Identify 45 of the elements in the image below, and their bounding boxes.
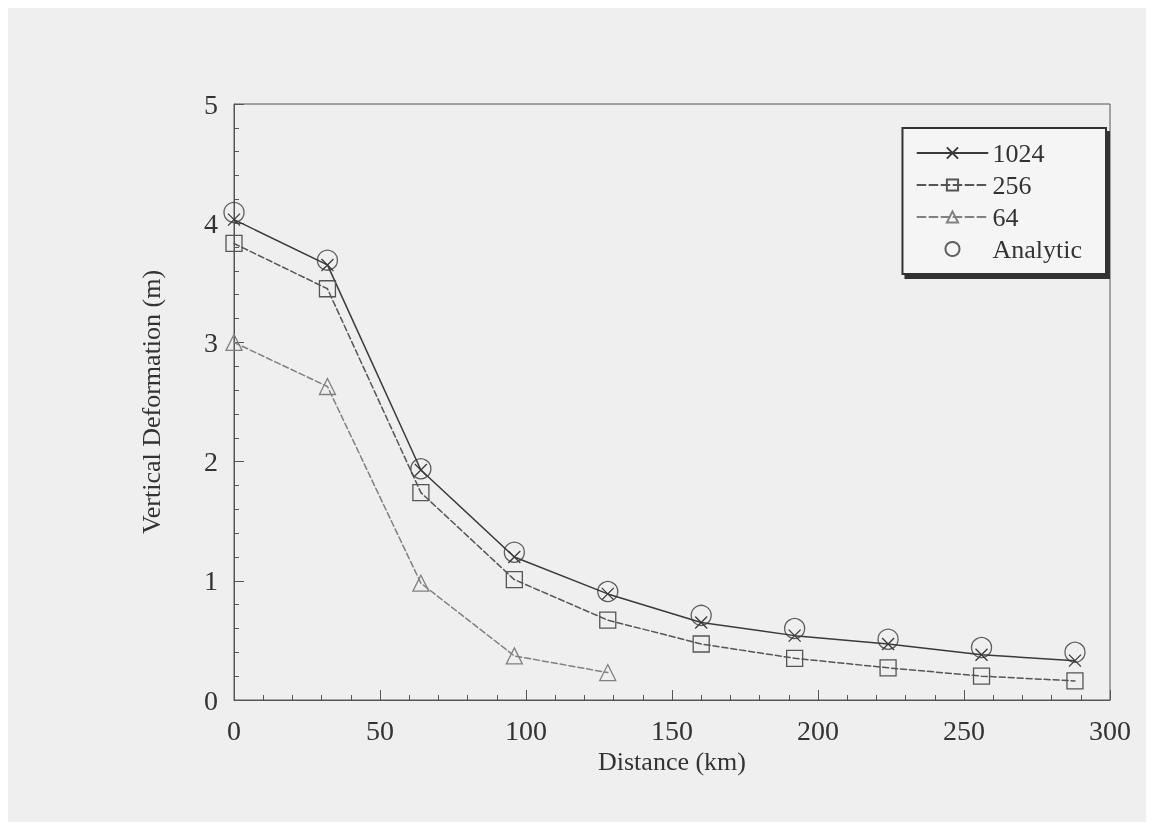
point <box>784 617 806 640</box>
x-tick-label: 300 <box>1089 714 1131 746</box>
point <box>316 249 339 271</box>
x-tick-label: 200 <box>797 714 839 746</box>
x-tick-label: 0 <box>227 714 241 746</box>
x-tick-label: 250 <box>943 714 985 746</box>
x-tick-label: 150 <box>651 714 693 746</box>
y-axis-title: Vertical Deformation (m) <box>136 269 166 535</box>
point <box>690 604 712 627</box>
point <box>225 234 243 253</box>
point <box>503 541 525 563</box>
point <box>970 636 993 659</box>
point <box>877 628 899 650</box>
point <box>318 377 337 396</box>
legend-label: 1024 <box>992 138 1045 168</box>
x-tick-label: 50 <box>366 714 394 746</box>
legend-label: Analytic <box>992 234 1082 264</box>
point <box>223 201 245 224</box>
point <box>599 611 617 629</box>
point <box>597 580 619 603</box>
point <box>505 570 523 589</box>
point <box>972 667 991 685</box>
point <box>318 280 337 298</box>
point <box>785 649 804 667</box>
point <box>1064 641 1086 663</box>
y-tick-label: 1 <box>204 565 218 597</box>
point <box>412 574 430 592</box>
x-axis-title: Distance (km) <box>597 747 747 777</box>
point <box>410 458 432 480</box>
point <box>599 663 617 682</box>
point <box>879 659 897 677</box>
y-tick-label: 5 <box>204 88 218 120</box>
y-tick-label: 2 <box>204 446 218 478</box>
point <box>1068 654 1082 668</box>
y-tick-label: 0 <box>204 684 218 716</box>
y-tick-label: 4 <box>204 207 218 239</box>
point <box>412 483 430 502</box>
point <box>505 647 523 665</box>
point <box>1066 672 1084 690</box>
point <box>692 635 710 653</box>
x-tick-label: 100 <box>505 714 547 746</box>
y-tick-label: 3 <box>204 326 218 358</box>
point <box>225 333 243 352</box>
legend-label: 64 <box>992 202 1019 232</box>
legend-label: 256 <box>992 170 1032 200</box>
